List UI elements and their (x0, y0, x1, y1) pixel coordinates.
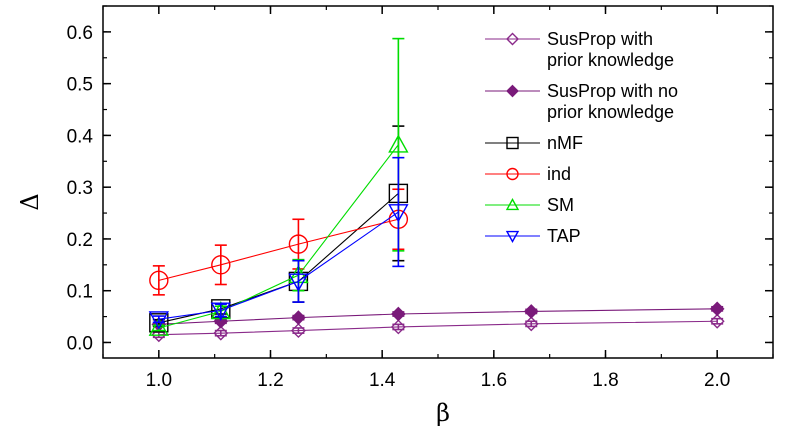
data-point (505, 198, 520, 211)
series-line (158, 144, 399, 329)
y-tick-label: 0.6 (67, 23, 93, 44)
x-axis-title: β (436, 399, 450, 427)
data-point (211, 255, 231, 275)
series-line (158, 218, 399, 281)
y-tick-label: 0.2 (67, 230, 93, 251)
legend-item-2: nMF (485, 133, 583, 153)
legend-label: SusProp with (547, 29, 653, 49)
y-tick-label: 0.0 (67, 333, 93, 354)
legend-label: prior knowledge (547, 50, 674, 70)
y-tick-label: 0.5 (67, 75, 93, 96)
legend-item-4: SM (485, 195, 574, 215)
y-tick-label: 0.3 (67, 178, 93, 199)
data-point (506, 84, 519, 98)
data-point (288, 234, 309, 254)
data-point (149, 270, 169, 291)
data-point (523, 304, 539, 319)
series-3 (149, 188, 409, 296)
legend-label: nMF (547, 133, 583, 153)
series-line (158, 308, 718, 325)
data-point (388, 134, 409, 153)
legend-item-5: TAP (485, 226, 581, 246)
y-tick-label: 0.1 (67, 282, 93, 303)
series-line (158, 211, 399, 320)
axes: 1.0 1.2 1.4 1.6 1.8 2.0 0.0 0.1 0.2 0.3 0.4 0.5 0.6 (67, 5, 774, 391)
x-tick-label: 1.6 (481, 370, 507, 391)
x-tick-label: 2.0 (704, 370, 730, 391)
data-point (523, 316, 539, 332)
series-4 (148, 37, 409, 336)
x-tick-label: 1.4 (369, 370, 396, 391)
data-point (291, 310, 306, 325)
series-2 (149, 125, 409, 333)
legend-item-3: ind (485, 164, 571, 184)
data-point (210, 302, 231, 321)
data-point (709, 313, 725, 329)
series-0 (151, 313, 725, 343)
series-5 (148, 156, 409, 330)
x-tick-label: 1.0 (146, 370, 172, 391)
legend-label: ind (547, 164, 571, 184)
data-point (391, 306, 406, 322)
series-1 (151, 301, 725, 332)
data-point (506, 167, 519, 181)
y-axis-title: Δ (16, 193, 44, 210)
data-point (506, 32, 519, 46)
y-tick-label: 0.4 (67, 126, 94, 147)
data-point (388, 204, 409, 223)
data-point (288, 273, 309, 292)
legend-label: SM (547, 195, 574, 215)
data-point (148, 317, 170, 336)
data-point (151, 327, 167, 343)
data-point (290, 323, 306, 339)
series-line (158, 192, 399, 324)
data-point (149, 313, 169, 333)
data-point (390, 319, 406, 335)
series-layer (148, 37, 725, 343)
x-tick-label: 1.2 (257, 370, 283, 391)
data-point (148, 311, 170, 330)
data-point (505, 230, 520, 243)
data-point (211, 299, 231, 319)
data-point (709, 301, 725, 317)
x-tick-label: 1.8 (592, 370, 618, 391)
legend-label: TAP (547, 226, 581, 246)
legend-label: prior knowledge (547, 102, 674, 122)
legend-label: SusProp with no (547, 81, 678, 101)
series-line (158, 320, 718, 336)
data-point (506, 136, 519, 150)
data-point (213, 325, 229, 341)
